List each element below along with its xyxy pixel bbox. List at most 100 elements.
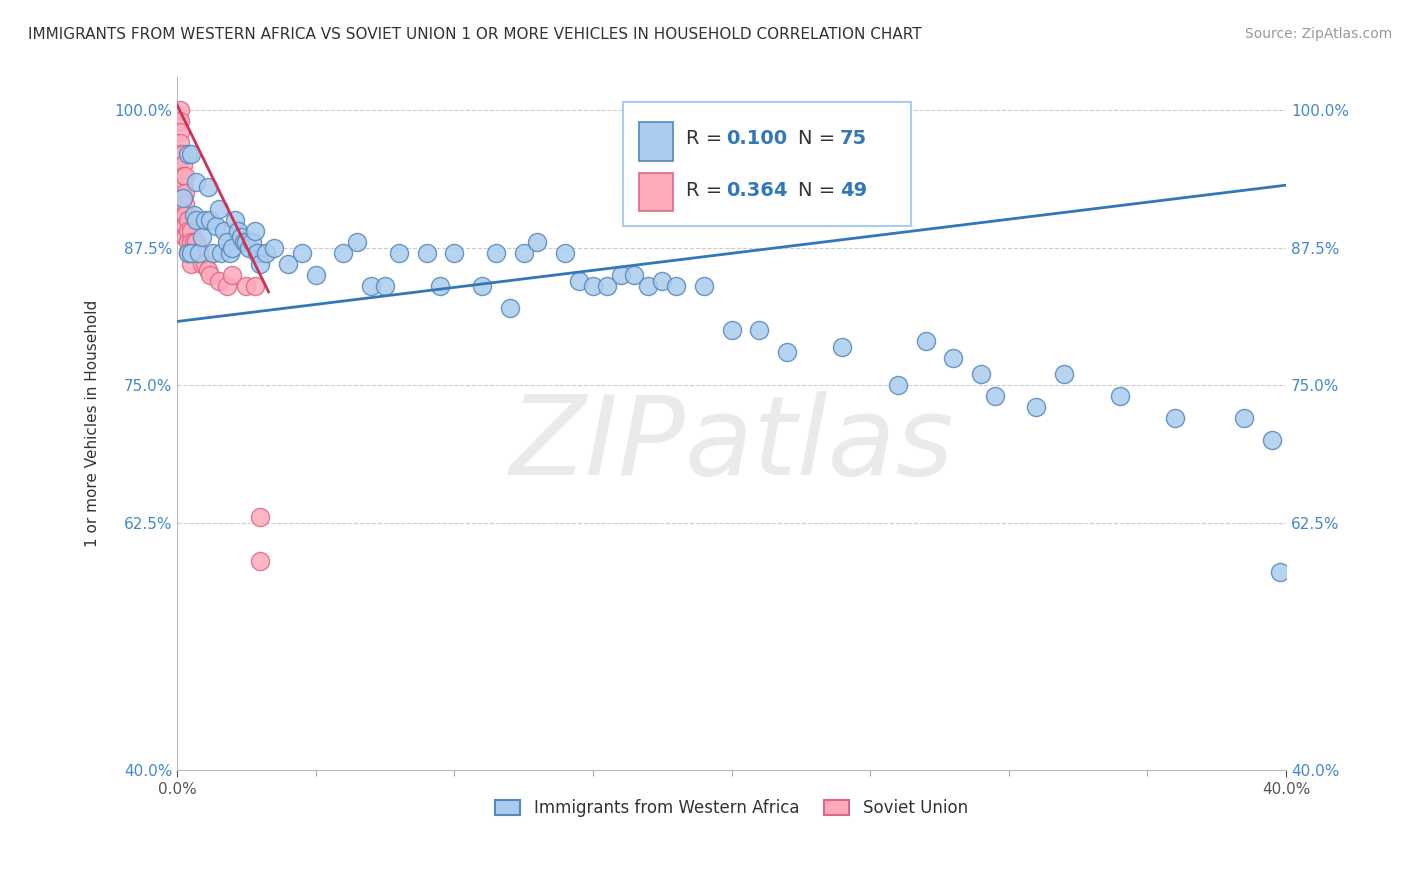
Point [1164, 411, 1187, 425]
Point [180, 246, 202, 260]
Point [172, 169, 194, 184]
Point [748, 323, 770, 337]
Point [169, 125, 191, 139]
Point [887, 378, 910, 392]
Point [169, 103, 191, 118]
Point [169, 175, 191, 189]
Text: R =: R = [686, 128, 728, 148]
Point [984, 389, 1007, 403]
Point [568, 274, 591, 288]
Point [208, 202, 231, 217]
Point [254, 246, 277, 260]
Point [1261, 434, 1284, 448]
FancyBboxPatch shape [623, 102, 911, 227]
Point [1053, 368, 1076, 382]
Point [623, 268, 645, 283]
Point [172, 180, 194, 194]
Point [212, 224, 235, 238]
Point [249, 246, 271, 260]
Point [526, 235, 548, 250]
Point [443, 246, 465, 260]
Point [183, 208, 205, 222]
Point [177, 224, 200, 238]
Point [235, 279, 257, 293]
Point [914, 334, 936, 349]
Point [226, 224, 249, 238]
Point [174, 197, 197, 211]
Point [186, 175, 208, 189]
Text: 75: 75 [841, 128, 868, 148]
Point [415, 246, 437, 260]
Point [609, 268, 631, 283]
Point [186, 213, 208, 227]
Point [942, 351, 965, 365]
Point [174, 208, 197, 222]
Point [831, 340, 853, 354]
Point [172, 191, 194, 205]
Point [169, 186, 191, 200]
Point [169, 114, 191, 128]
Point [512, 246, 534, 260]
Point [291, 246, 314, 260]
Point [776, 345, 799, 359]
Point [194, 257, 217, 271]
Point [197, 262, 219, 277]
Point [177, 213, 200, 227]
Point [177, 246, 200, 260]
Text: 0.100: 0.100 [725, 128, 787, 148]
Point [180, 147, 202, 161]
Legend: Immigrants from Western Africa, Soviet Union: Immigrants from Western Africa, Soviet U… [489, 793, 974, 824]
Point [209, 246, 232, 260]
Point [637, 279, 659, 293]
Point [197, 180, 219, 194]
Point [249, 257, 271, 271]
Point [346, 235, 368, 250]
Point [249, 510, 271, 524]
Point [180, 235, 202, 250]
Point [169, 136, 191, 151]
Point [499, 301, 522, 316]
Point [172, 147, 194, 161]
Point [235, 235, 257, 250]
Point [249, 554, 271, 568]
Point [277, 257, 299, 271]
Point [720, 323, 742, 337]
Point [194, 213, 217, 227]
Text: N =: N = [799, 128, 842, 148]
Point [188, 246, 211, 260]
Point [177, 246, 200, 260]
Point [240, 235, 263, 250]
Point [186, 246, 208, 260]
Point [429, 279, 451, 293]
Point [174, 219, 197, 233]
Point [177, 147, 200, 161]
Point [180, 224, 202, 238]
Point [970, 368, 993, 382]
Point [232, 235, 254, 250]
Bar [640, 122, 672, 161]
Point [172, 213, 194, 227]
Point [651, 274, 673, 288]
Point [202, 246, 225, 260]
Point [215, 235, 238, 250]
Point [172, 191, 194, 205]
Point [174, 186, 197, 200]
Text: 0.364: 0.364 [725, 181, 787, 200]
Point [180, 246, 202, 260]
Text: ZIPatlas: ZIPatlas [509, 391, 953, 498]
Point [221, 268, 243, 283]
Point [332, 246, 354, 260]
Text: R =: R = [686, 181, 728, 200]
Point [188, 246, 211, 260]
Point [208, 274, 231, 288]
Point [388, 246, 411, 260]
Point [174, 169, 197, 184]
Point [1108, 389, 1130, 403]
Point [1233, 411, 1256, 425]
Point [263, 241, 285, 255]
Point [183, 246, 205, 260]
Point [374, 279, 396, 293]
Point [172, 158, 194, 172]
Point [169, 153, 191, 167]
Text: IMMIGRANTS FROM WESTERN AFRICA VS SOVIET UNION 1 OR MORE VEHICLES IN HOUSEHOLD C: IMMIGRANTS FROM WESTERN AFRICA VS SOVIET… [28, 27, 922, 42]
